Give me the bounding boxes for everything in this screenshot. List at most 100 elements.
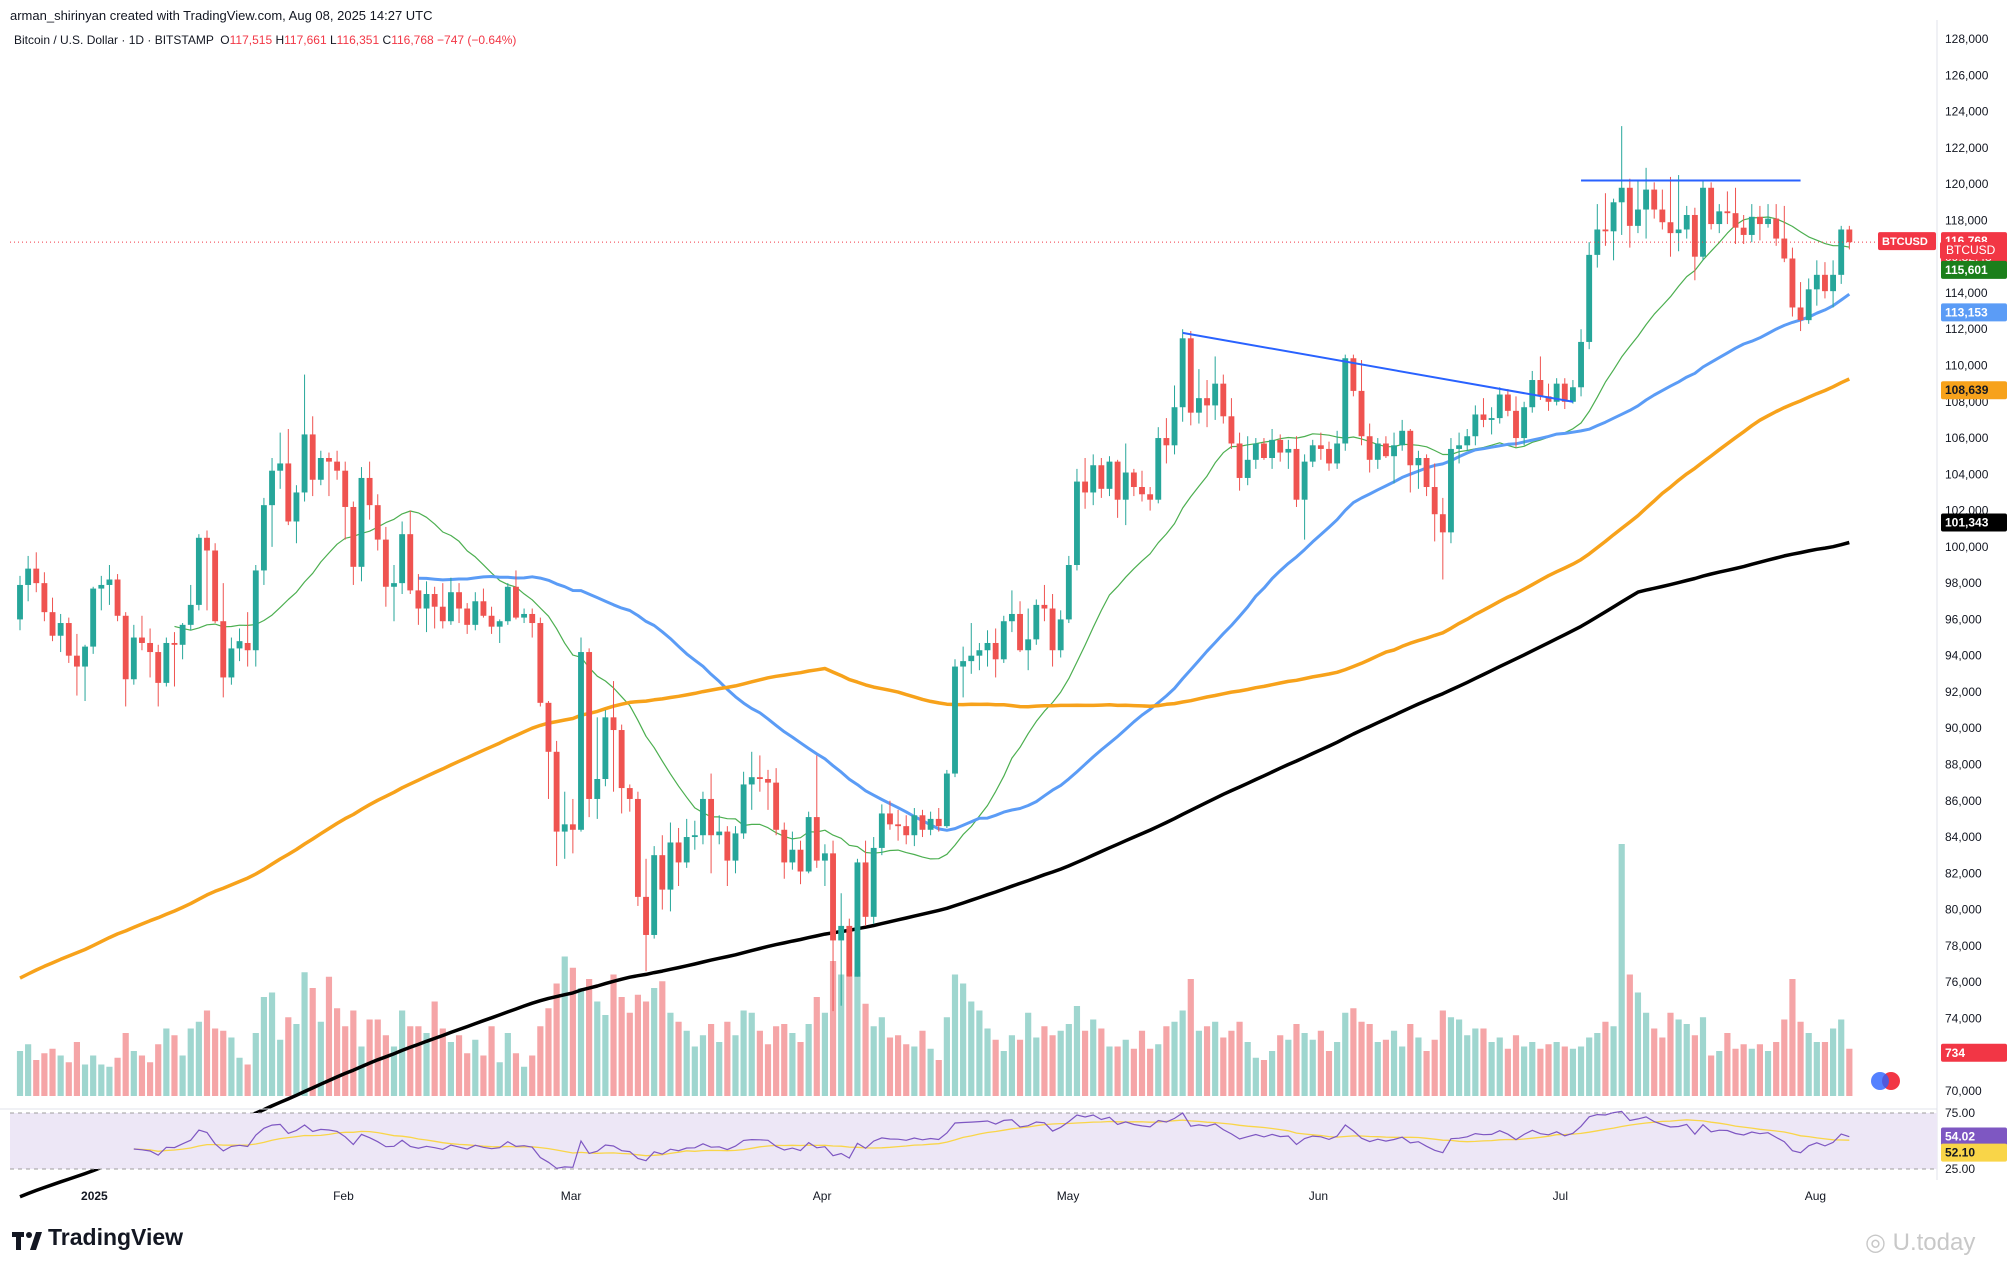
candle-body	[57, 623, 64, 636]
candle-body	[1846, 229, 1853, 243]
candle-body	[1537, 380, 1544, 397]
volume-bar	[1309, 1039, 1316, 1096]
volume-bar	[854, 972, 861, 1096]
volume-bar	[1642, 1012, 1650, 1096]
candle-body	[407, 534, 414, 591]
volume-bar	[707, 1024, 715, 1096]
candle-body	[1358, 390, 1365, 437]
candle-body	[821, 853, 828, 861]
candle-body	[1635, 209, 1641, 226]
volume-bar	[333, 1008, 341, 1096]
candle-body	[1765, 218, 1771, 225]
volume-bar	[1155, 1044, 1162, 1096]
candle-body	[73, 655, 80, 667]
volume-bar	[537, 1026, 544, 1096]
volume-bar	[1179, 1010, 1186, 1096]
volume-bar	[1187, 979, 1194, 1096]
volume-bar	[1374, 1042, 1381, 1096]
x-tick-label: Aug	[1805, 1189, 1826, 1203]
ma200-tag-bg	[1941, 513, 2007, 532]
volume-bar	[1455, 1019, 1463, 1096]
candle-body	[537, 623, 544, 703]
candle-body	[1187, 338, 1194, 413]
rsi-tick-label: 75.00	[1945, 1106, 1975, 1120]
candle-body	[1805, 289, 1812, 321]
candle-body	[1098, 465, 1105, 489]
ma200-tag: 101,343	[1945, 516, 1989, 530]
close-value: 116,768	[391, 33, 434, 47]
candle-body	[391, 583, 397, 587]
y-tick-label: 96,000	[1945, 612, 1982, 626]
volume-bar	[1130, 1048, 1137, 1096]
y-tick-label: 124,000	[1945, 105, 1989, 119]
volume-bar	[1756, 1044, 1764, 1096]
candle-body	[439, 606, 446, 622]
volume-bar	[610, 974, 617, 1096]
candle-body	[334, 461, 341, 471]
rsi-tag-bg	[1941, 1127, 2007, 1146]
volume-bar	[1488, 1042, 1495, 1096]
candle-body	[756, 777, 763, 779]
volume-tag-bg	[1941, 1043, 2007, 1062]
volume-bar	[1781, 1019, 1788, 1096]
y-tick-label: 98,000	[1945, 576, 1982, 590]
tradingview-brand[interactable]: TradingView	[12, 1224, 183, 1251]
volume-bar	[781, 1024, 788, 1096]
volume-bar	[195, 1021, 202, 1096]
volume-bar	[285, 1017, 292, 1096]
volume-bar	[748, 1012, 755, 1096]
volume-bar	[642, 1001, 650, 1096]
y-tick-label: 112,000	[1945, 322, 1988, 336]
candle-body	[139, 637, 145, 643]
volume-bar	[1838, 1019, 1845, 1096]
candle-body	[805, 817, 812, 872]
volume-bar	[155, 1044, 162, 1096]
low-value: 116,351	[336, 33, 380, 47]
candle-body	[765, 779, 771, 783]
y-tick-label: 128,000	[1945, 32, 1989, 46]
volume-bar	[1147, 1048, 1154, 1096]
tradingview-logo-icon	[12, 1229, 42, 1250]
symbol-name: Bitcoin / U.S. Dollar · 1D · BITSTAMP	[14, 33, 214, 47]
candle-body	[1041, 604, 1048, 609]
volume-bar	[163, 1028, 170, 1096]
y-tick-label: 90,000	[1945, 721, 1982, 735]
volume-bar	[1748, 1048, 1755, 1096]
candle-body	[561, 824, 568, 832]
volume-bar	[81, 1064, 89, 1096]
volume-bar	[1708, 1055, 1715, 1096]
volume-bar	[1773, 1042, 1780, 1096]
volume-bar	[512, 1053, 520, 1096]
volume-bar	[740, 1010, 747, 1096]
symbol-legend[interactable]: Bitcoin / U.S. Dollar · 1D · BITSTAMP O1…	[14, 33, 517, 47]
candle-body	[1350, 358, 1357, 391]
volume-bar	[1382, 1039, 1390, 1096]
volume-bar	[1529, 1042, 1536, 1096]
volume-bar	[1480, 1028, 1487, 1096]
symbol-tag-bg	[1878, 232, 1936, 251]
volume-bar	[301, 972, 308, 1096]
ma100-tag: 108,639	[1945, 383, 1989, 397]
y-tick-label: 78,000	[1945, 939, 1982, 953]
candle-body	[700, 798, 706, 836]
volume-bar	[1138, 1030, 1146, 1096]
ma20-tag-bg	[1941, 260, 2007, 279]
open-value: 117,515	[229, 33, 273, 47]
candle-body	[545, 702, 552, 752]
volume-bar	[951, 974, 959, 1096]
candle-body	[1830, 274, 1837, 292]
candle-body	[277, 463, 284, 471]
rsi-tick-label: 25.00	[1945, 1162, 1975, 1176]
candle-body	[553, 751, 560, 832]
candle-body	[1504, 394, 1511, 411]
volume-bar	[1512, 1035, 1520, 1096]
volume-bar	[98, 1064, 105, 1096]
volume-bar	[724, 1021, 731, 1096]
candle-body	[813, 817, 820, 861]
rsi-line	[133, 1110, 1850, 1169]
candle-body	[358, 477, 365, 567]
volume-bar	[171, 1035, 178, 1096]
candle-body	[488, 615, 495, 627]
volume-bar	[1610, 1026, 1617, 1096]
